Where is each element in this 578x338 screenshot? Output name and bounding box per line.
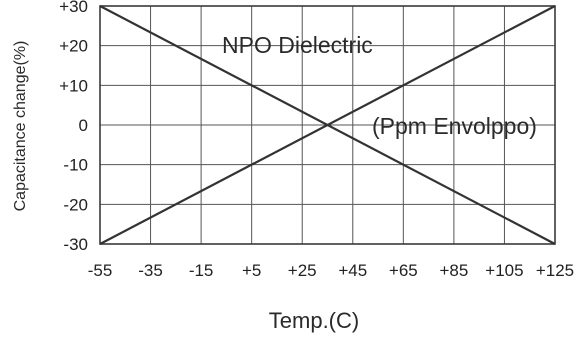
x-tick-label: -15 [189,261,214,280]
x-tick-label: +65 [389,261,418,280]
annotation-ppm-envelope: (Ppm Envolppo) [372,113,537,139]
x-tick-label: +5 [242,261,261,280]
x-tick-label: +105 [485,261,523,280]
series-line-2 [99,5,556,245]
y-tick-label: -20 [63,195,88,214]
x-tick-labels: -55 -35 -15 +5 +25 +45 +65 +85 +105 +125 [88,261,574,280]
y-tick-label: -30 [63,235,88,254]
y-tick-label: -10 [63,156,88,175]
y-tick-label: +30 [59,0,88,16]
plot-frame [99,5,556,245]
x-tick-label: +25 [288,261,317,280]
y-tick-labels: +30 +20 +10 0 -10 -20 -30 [59,0,88,254]
x-tick-label: -55 [88,261,113,280]
series-lines [99,5,556,245]
y-tick-label: 0 [79,116,88,135]
y-axis-title: Capacitance change(%) [12,41,29,212]
annotation-npo-dielectric: NPO Dielectric [222,32,373,58]
x-tick-label: -35 [138,261,163,280]
x-axis-title: Temp.(C) [269,308,359,333]
y-tick-label: +10 [59,76,88,95]
x-tick-label: +85 [439,261,468,280]
y-tick-label: +20 [59,37,88,56]
x-tick-label: +45 [338,261,367,280]
x-tick-label: +125 [536,261,574,280]
